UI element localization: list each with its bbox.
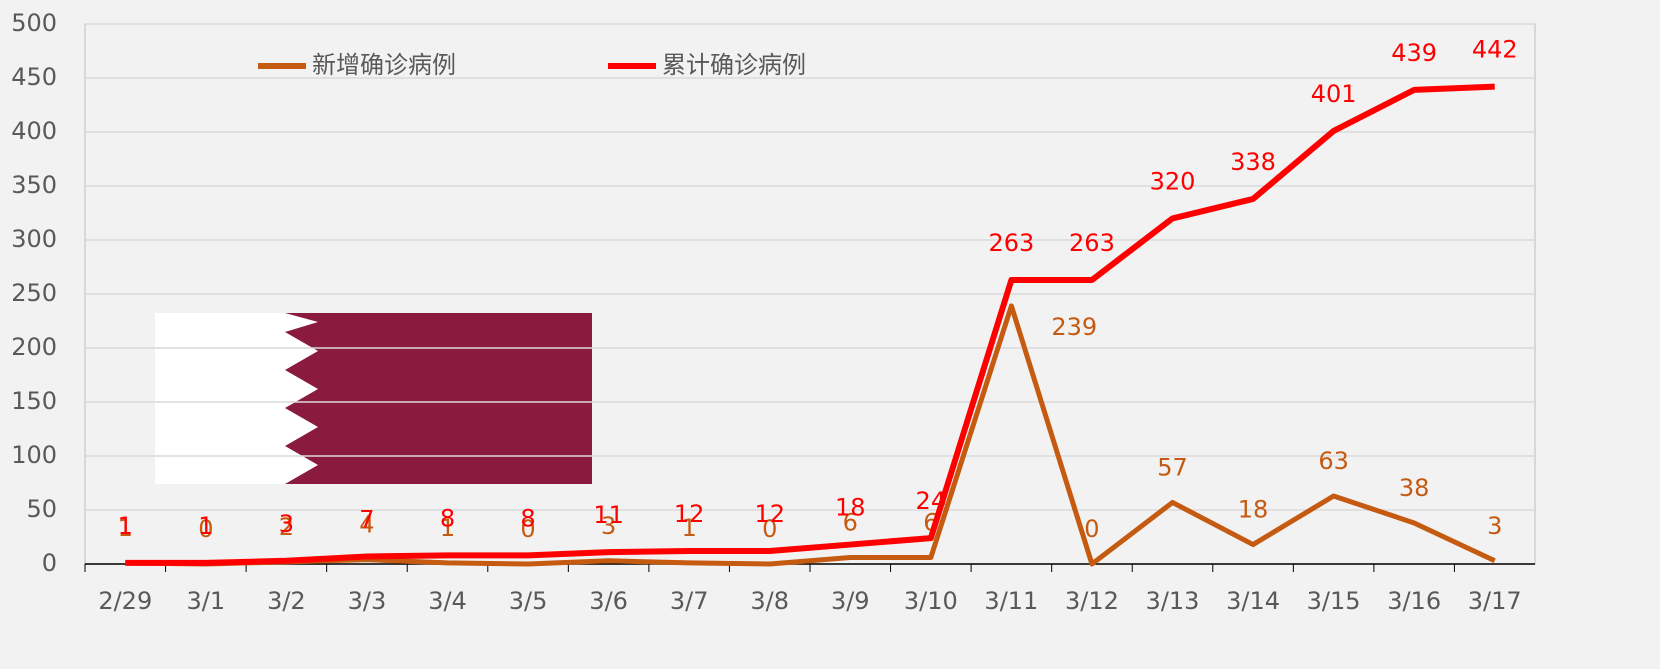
data-label: 439	[1391, 39, 1437, 67]
data-label: 18	[835, 494, 866, 522]
data-label: 7	[359, 505, 374, 533]
data-label: 3	[1487, 512, 1502, 540]
x-tick-label: 3/3	[348, 587, 387, 615]
data-label: 442	[1472, 36, 1518, 64]
data-label: 0	[520, 515, 535, 543]
x-tick-label: 3/9	[831, 587, 870, 615]
data-label: 38	[1399, 474, 1430, 502]
series-line	[125, 83, 1495, 566]
x-tick-label: 3/17	[1468, 587, 1522, 615]
x-tick-label: 3/2	[267, 587, 306, 615]
legend-label: 累计确诊病例	[662, 51, 806, 79]
data-label: 12	[754, 500, 785, 528]
flag	[155, 313, 592, 484]
x-tick-label: 3/15	[1307, 587, 1361, 615]
x-tick-label: 3/1	[187, 587, 226, 615]
data-label: 8	[520, 504, 535, 532]
y-tick-label: 500	[11, 9, 57, 37]
x-tick-label: 3/12	[1065, 587, 1119, 615]
x-tick-label: 3/4	[428, 587, 467, 615]
data-label: 8	[440, 504, 455, 532]
data-label: 338	[1230, 148, 1276, 176]
data-label: 0	[762, 515, 777, 543]
data-label: 1	[118, 512, 133, 540]
y-tick-label: 150	[11, 387, 57, 415]
data-label: 57	[1157, 453, 1188, 481]
y-tick-label: 300	[11, 225, 57, 253]
x-tick-label: 2/29	[98, 587, 152, 615]
x-tick-label: 3/7	[670, 587, 709, 615]
legend-label: 新增确诊病例	[312, 51, 456, 79]
data-label: 1	[440, 514, 455, 542]
data-label: 1	[118, 514, 133, 542]
data-label: 2	[279, 513, 294, 541]
y-tick-label: 0	[42, 549, 57, 577]
data-label: 3	[601, 512, 616, 540]
data-label: 11	[593, 501, 624, 529]
y-tick-label: 400	[11, 117, 57, 145]
data-label: 401	[1311, 80, 1357, 108]
y-tick-label: 100	[11, 441, 57, 469]
x-tick-label: 3/6	[589, 587, 628, 615]
flag-maroon	[285, 313, 592, 484]
y-tick-label: 350	[11, 171, 57, 199]
data-label: 1	[198, 512, 213, 540]
x-tick-label: 3/10	[904, 587, 958, 615]
x-tick-label: 3/11	[984, 587, 1038, 615]
x-tick-label: 3/8	[750, 587, 789, 615]
data-label: 263	[988, 229, 1034, 257]
data-label: 6	[843, 509, 858, 537]
data-label: 12	[674, 500, 705, 528]
x-tick-label: 3/5	[509, 587, 548, 615]
data-label: 1	[682, 514, 697, 542]
data-label: 239	[1051, 313, 1097, 341]
y-tick-label: 450	[11, 63, 57, 91]
data-label: 0	[198, 515, 213, 543]
x-tick-label: 3/13	[1146, 587, 1200, 615]
data-label: 63	[1318, 447, 1349, 475]
data-label: 24	[916, 487, 947, 515]
data-label: 4	[359, 511, 374, 539]
x-tick-label: 3/16	[1387, 587, 1441, 615]
x-tick-label: 3/14	[1226, 587, 1280, 615]
data-label: 263	[1069, 229, 1115, 257]
y-tick-label: 50	[26, 495, 57, 523]
data-label: 18	[1238, 496, 1269, 524]
y-tick-label: 200	[11, 333, 57, 361]
data-label: 320	[1150, 167, 1196, 195]
y-tick-label: 250	[11, 279, 57, 307]
data-label: 3	[279, 510, 294, 538]
data-label: 0	[1084, 515, 1099, 543]
